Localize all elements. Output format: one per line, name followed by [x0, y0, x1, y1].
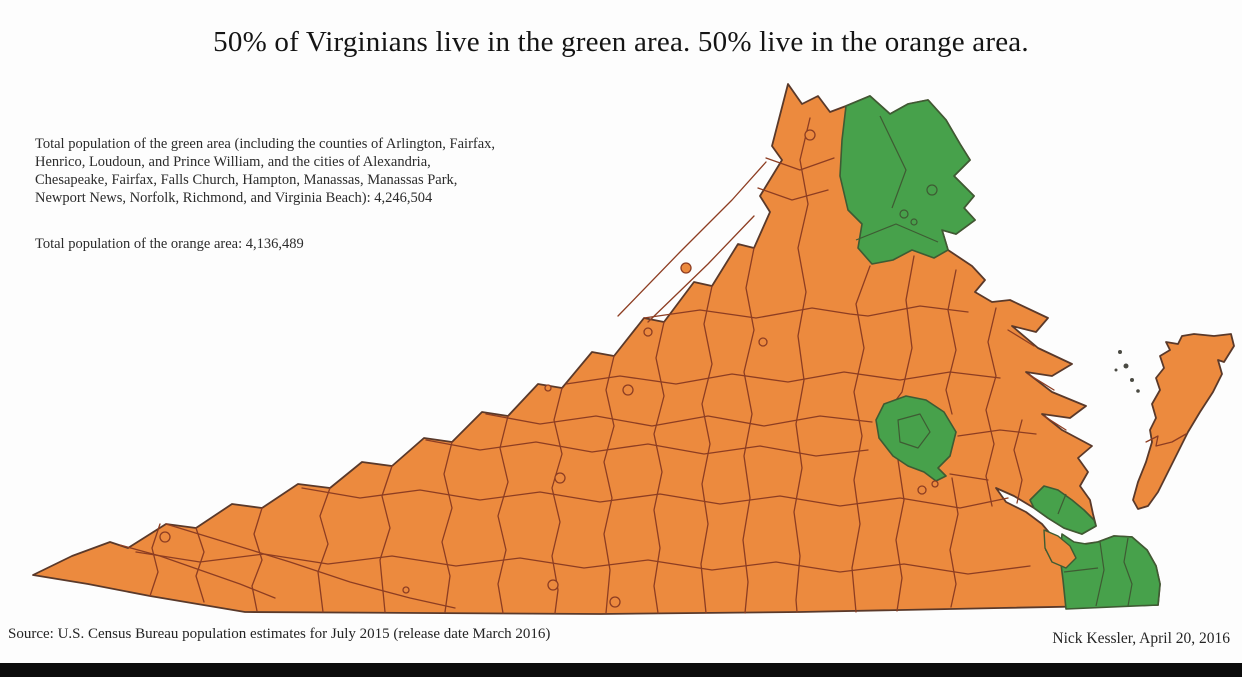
city-marker [554, 472, 566, 484]
city-marker [643, 327, 653, 337]
green-county-divider [1063, 567, 1099, 573]
region-south-hampton-roads [1059, 533, 1161, 610]
city-marker [544, 384, 552, 392]
bay-islands [1114, 350, 1140, 393]
page-title: 50% of Virginians live in the green area… [213, 26, 1029, 58]
footer-black-bar [0, 663, 1242, 677]
population-legend: Total population of the green area (incl… [35, 136, 507, 254]
green-area-total-text: Total population of the green area (incl… [35, 136, 496, 206]
region-eastern-shore [1132, 333, 1235, 510]
green-county-divider [1095, 541, 1105, 607]
region-richmond-henrico [875, 395, 957, 482]
county-borders [119, 117, 1187, 614]
city-marker [917, 485, 927, 495]
island-dot [1136, 389, 1140, 393]
manassas-park-city-marker [910, 218, 918, 226]
city-marker [622, 384, 634, 396]
island-dot [1118, 350, 1122, 354]
city-marker [159, 531, 171, 543]
city-marker [402, 586, 410, 594]
region-virginia-peninsula [1029, 485, 1097, 535]
green-county-divider [1123, 537, 1133, 607]
source-citation: Source: U.S. Census Bureau population es… [8, 626, 551, 642]
city-marker [758, 337, 768, 347]
independent-city-markers [159, 129, 939, 608]
region-portsmouth-wedge [1043, 529, 1077, 569]
green-regions [839, 95, 1161, 610]
green-county-divider [855, 223, 939, 243]
fairfax-city-marker [926, 184, 938, 196]
richmond-city-outline [897, 413, 931, 449]
island-dot [1123, 363, 1129, 369]
city-marker [547, 579, 559, 591]
city-marker [680, 262, 692, 274]
island-dot [1114, 368, 1118, 372]
region-northern-virginia [839, 95, 976, 265]
island-dot [1130, 378, 1134, 382]
green-county-divider [1057, 493, 1067, 515]
green-county-divider [879, 115, 907, 209]
city-marker [931, 480, 939, 488]
manassas-city-marker [899, 209, 909, 219]
author-credit: Nick Kessler, April 20, 2016 [1052, 630, 1230, 647]
orange-area-total-text: Total population of the orange area: 4,1… [35, 235, 304, 252]
city-marker [609, 596, 621, 608]
city-marker [804, 129, 816, 141]
